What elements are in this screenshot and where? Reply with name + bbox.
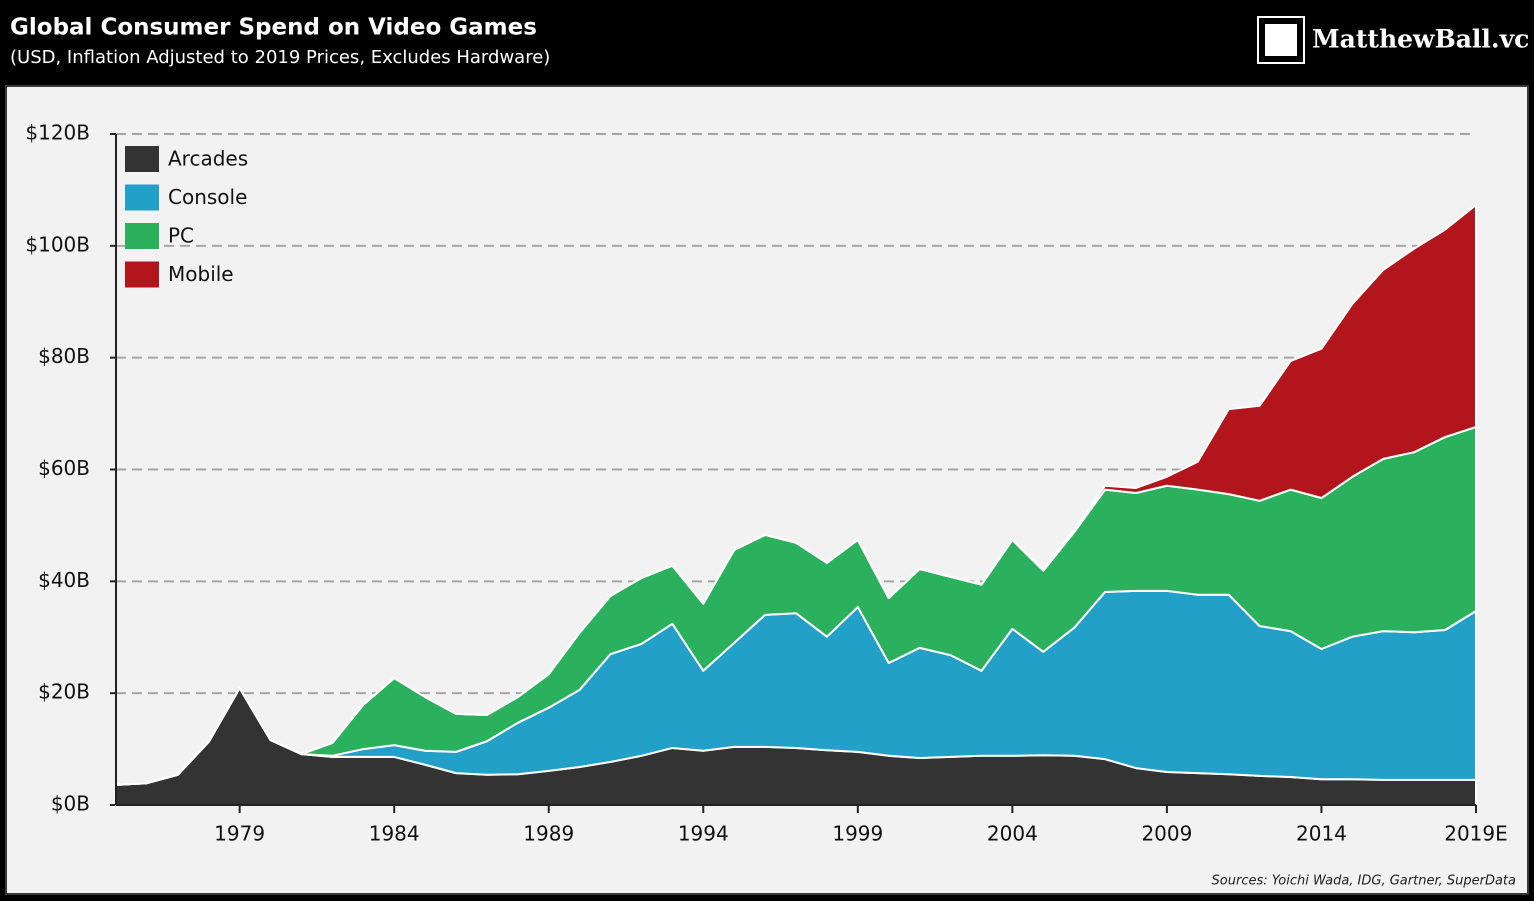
legend-label: Console bbox=[168, 185, 247, 209]
legend-label: Arcades bbox=[168, 147, 248, 171]
y-tick-label: $20B bbox=[38, 680, 90, 704]
x-tick-label: 2014 bbox=[1296, 822, 1347, 846]
y-tick-label: $40B bbox=[38, 568, 90, 592]
source-note: Sources: Yoichi Wada, IDG, Gartner, Supe… bbox=[1212, 874, 1516, 889]
logo-frame bbox=[1257, 16, 1305, 64]
y-tick-label: $120B bbox=[25, 121, 90, 145]
legend-swatch bbox=[125, 261, 159, 288]
x-tick-label: 1979 bbox=[214, 822, 265, 846]
x-tick-label: 1984 bbox=[369, 822, 420, 846]
legend-label: Mobile bbox=[168, 262, 234, 286]
x-tick-label: 1994 bbox=[678, 822, 729, 846]
legend-swatch bbox=[125, 184, 159, 211]
legend-swatch bbox=[125, 223, 159, 249]
chart-title: Global Consumer Spend on Video Games bbox=[10, 15, 537, 41]
logo-square bbox=[1265, 24, 1297, 56]
x-tick-label: 1999 bbox=[832, 822, 883, 846]
x-tick-label: 2004 bbox=[987, 822, 1038, 846]
logo: MatthewBall.vc bbox=[1257, 16, 1529, 64]
x-tick-label: 1989 bbox=[523, 822, 574, 846]
y-tick-label: $80B bbox=[38, 344, 90, 368]
chart-subtitle: (USD, Inflation Adjusted to 2019 Prices,… bbox=[10, 47, 550, 68]
x-tick-label: 2009 bbox=[1141, 822, 1192, 846]
y-tick-label: $0B bbox=[51, 792, 90, 816]
y-tick-label: $60B bbox=[38, 456, 90, 480]
legend-label: PC bbox=[168, 224, 194, 248]
x-tick-label: 2019E bbox=[1444, 822, 1508, 846]
legend-swatch bbox=[125, 146, 159, 172]
logo-text: MatthewBall.vc bbox=[1312, 25, 1529, 54]
y-tick-label: $100B bbox=[25, 232, 90, 256]
area bbox=[115, 204, 1477, 786]
